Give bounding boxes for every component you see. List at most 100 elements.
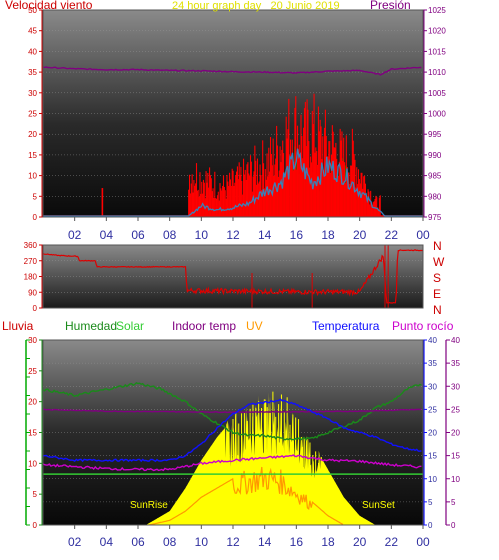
wind-y-tick-label: 30 (28, 89, 37, 98)
humidity-y-tick-label: 25 (28, 367, 37, 376)
temp-y-tick-label: 40 (428, 336, 437, 345)
temp-y-tick-label: 10 (428, 475, 437, 484)
direction-panel-border (42, 244, 424, 309)
indoor-temp-line (43, 408, 422, 414)
rain-y-tick-label: 100 (12, 338, 24, 345)
wind-x-tick-label: 10 (195, 228, 209, 242)
compass-s: S (433, 271, 441, 285)
wind-panel-border (42, 9, 424, 218)
humidity-y-tick-label: 15 (28, 429, 37, 438)
compass-n-top: N (433, 239, 442, 253)
temp-x-tick-label: 16 (290, 535, 304, 549)
wind-x-tick-label: 12 (226, 228, 240, 242)
dewpoint-y-tick-label: 5 (451, 498, 456, 507)
wind-x-tick-label: 04 (100, 228, 114, 242)
pressure-line (43, 66, 422, 76)
temperature-line (43, 398, 422, 463)
humidity-y-tick-label: 10 (28, 459, 37, 468)
temp-x-tick-label: 10 (195, 535, 209, 549)
dewpoint-y-tick-label: 35 (451, 359, 460, 368)
compass-w: W (433, 255, 445, 269)
wind-y-tick-label: 5 (33, 192, 38, 201)
dewpoint-y-tick-label: 10 (451, 475, 460, 484)
temp-y-tick-label: 25 (428, 405, 437, 414)
pressure-y-tick-label: 1010 (428, 68, 446, 77)
rain-y-tick-label: 60 (12, 412, 20, 419)
wind-y-tick-label: 0 (33, 213, 38, 222)
pressure-y-tick-label: 985 (428, 172, 442, 181)
pressure-y-tick-label: 980 (428, 192, 442, 201)
wind-average-line (43, 148, 423, 217)
rain-y-tick-label: 90 (12, 357, 20, 364)
temp-x-tick-label: 18 (321, 535, 335, 549)
temp-x-tick-label: 20 (353, 535, 367, 549)
wind-speed-label: Velocidad viento (5, 0, 93, 12)
dewpoint-y-tick-label: 0 (451, 521, 456, 530)
temp-y-tick-label: 5 (428, 498, 433, 507)
wind-y-tick-label: 50 (28, 6, 37, 15)
wind-y-tick-label: 10 (28, 172, 37, 181)
dewpoint-y-tick-label: 40 (451, 336, 460, 345)
temp-y-tick-label: 0 (428, 521, 433, 530)
humidity-y-tick-label: 20 (28, 398, 37, 407)
humidity-line (43, 381, 422, 442)
direction-y-tick-label: 270 (24, 257, 38, 266)
dewpoint-line (43, 454, 422, 472)
direction-y-tick-label: 90 (28, 288, 37, 297)
direction-y-tick-label: 0 (33, 304, 38, 313)
temp-x-tick-label: 06 (131, 535, 145, 549)
temp-x-tick-label: 02 (68, 535, 82, 549)
wind-x-tick-label: 02 (68, 228, 82, 242)
wind-x-tick-label: 06 (131, 228, 145, 242)
temp-x-tick-label: 14 (258, 535, 272, 549)
dewpoint-y-tick-label: 15 (451, 452, 460, 461)
legend-temperature: Temperatura (312, 319, 380, 333)
rain-y-tick-label: 50 (12, 431, 20, 438)
temp-y-tick-label: 15 (428, 452, 437, 461)
chart-title: 24 hour graph day 20 Junio 2019 (172, 0, 340, 12)
pressure-y-tick-label: 1000 (428, 110, 446, 119)
wind-y-tick-label: 45 (28, 27, 37, 36)
temp-panel-border (42, 339, 424, 526)
pressure-y-tick-label: 995 (428, 130, 442, 139)
wind-y-tick-label: 40 (28, 47, 37, 56)
humidity-y-tick-label: 0 (33, 521, 38, 530)
temp-y-tick-label: 20 (428, 429, 437, 438)
temp-x-tick-label: 00 (416, 535, 430, 549)
pressure-y-tick-label: 1005 (428, 89, 446, 98)
wind-x-tick-label: 22 (385, 228, 399, 242)
legend-solar: Solar (116, 319, 144, 333)
rain-y-tick-label: 70 (12, 394, 20, 401)
rain-y-tick-label: 30 (12, 468, 20, 475)
legend-dewpoint: Punto rocío (392, 319, 454, 333)
rain-y-tick-label: 80 (12, 375, 20, 382)
wind-y-tick-label: 35 (28, 68, 37, 77)
dewpoint-y-tick-label: 25 (451, 405, 460, 414)
wind-x-tick-label: 18 (321, 228, 335, 242)
rain-y-tick-label: 0 (12, 523, 16, 530)
direction-y-tick-label: 180 (24, 273, 38, 282)
pressure-y-tick-label: 1020 (428, 27, 446, 36)
pressure-y-tick-label: 990 (428, 151, 442, 160)
humidity-y-tick-label: 30 (28, 336, 37, 345)
legend-indoor-temp: Indoor temp (172, 319, 236, 333)
temp-x-tick-label: 04 (100, 535, 114, 549)
wind-direction-line (43, 249, 423, 304)
temp-x-tick-label: 22 (385, 535, 399, 549)
compass-n-bottom: N (433, 303, 442, 317)
pressure-y-tick-label: 1025 (428, 6, 446, 15)
temp-x-tick-label: 08 (163, 535, 177, 549)
legend-humidity: Humedad (65, 319, 117, 333)
dewpoint-y-tick-label: 30 (451, 382, 460, 391)
direction-y-tick-label: 360 (24, 241, 38, 250)
sunset-label: SunSet (362, 500, 395, 511)
sunrise-label: SunRise (130, 500, 168, 511)
temp-y-tick-label: 35 (428, 359, 437, 368)
legend-uv: UV (246, 319, 263, 333)
dewpoint-y-tick-label: 20 (451, 429, 460, 438)
wind-x-tick-label: 16 (290, 228, 304, 242)
rain-y-tick-label: 10 (12, 505, 20, 512)
pressure-label: Presión (370, 0, 411, 12)
wind-y-tick-label: 15 (28, 151, 37, 160)
